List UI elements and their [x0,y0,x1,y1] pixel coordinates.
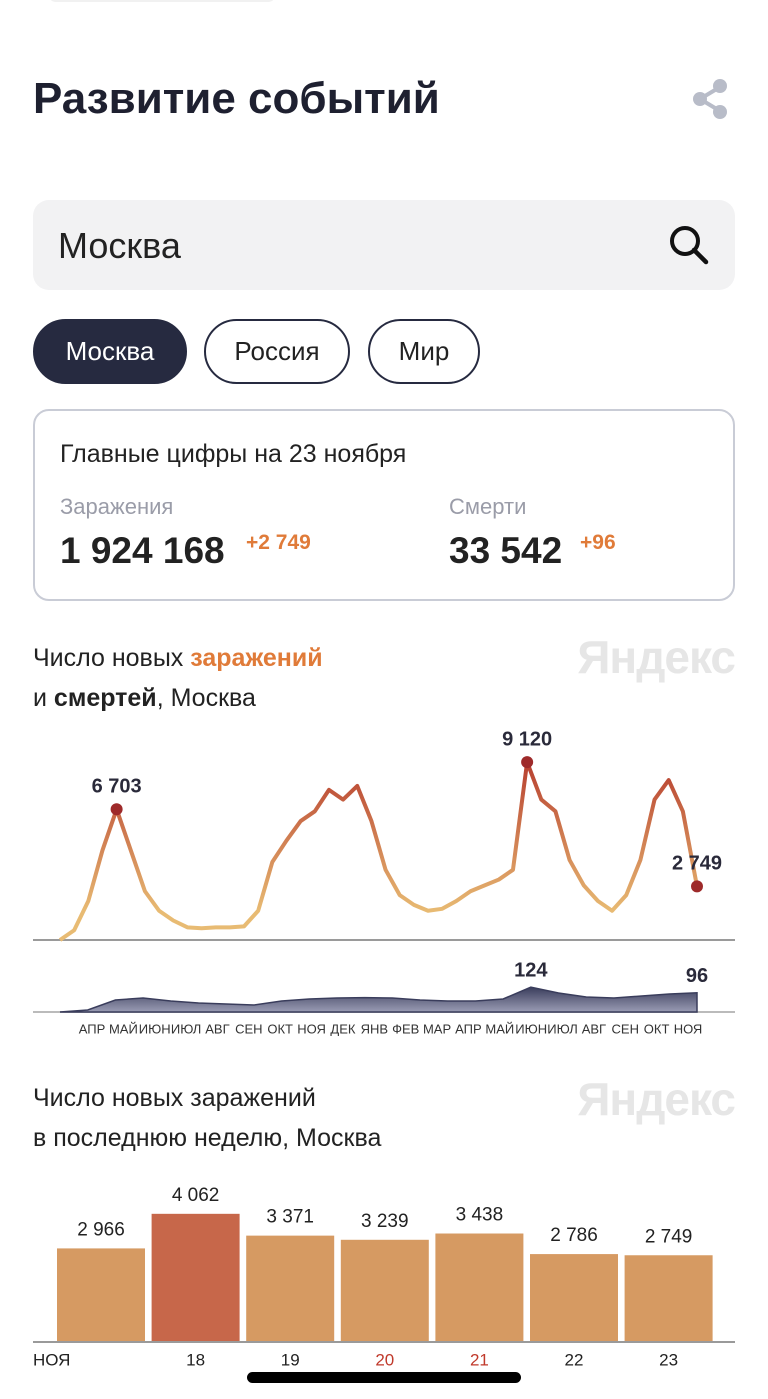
watermark: Яндекс [577,1073,736,1125]
search-icon[interactable] [668,224,710,266]
x-tick-label: НОЯ [33,1350,70,1369]
x-tick-label: ОКТ [644,1021,670,1036]
search-text: Москва [58,225,181,266]
deaths-area [59,986,698,1013]
tab[interactable]: Мир [368,319,480,384]
bar [530,1254,618,1342]
peak-marker [110,803,123,816]
title-part: и [33,684,54,712]
data-label: 3 438 [456,1205,504,1226]
x-tick-label: ОКТ [267,1021,293,1036]
bar [246,1235,335,1342]
title-part: , Москва [156,684,256,712]
data-label: 2 966 [77,1219,125,1240]
page-title: Развитие событий [33,74,440,123]
tab-active[interactable]: Москва [33,319,187,384]
title-part: Число новых заражений [33,1084,316,1112]
data-label: 9 120 [502,728,552,750]
data-label: 2 749 [672,853,722,875]
peak-marker [691,880,703,893]
x-tick-label: 23 [659,1350,678,1369]
bar [340,1239,429,1342]
data-label: 4 062 [172,1185,220,1206]
data-label: 3 239 [361,1211,409,1232]
x-tick-label: МАЙ [485,1021,514,1036]
title-part: Число новых [33,644,191,672]
data-label: 3 371 [266,1207,314,1228]
x-tick-label: ИЮЛ [171,1021,201,1036]
x-tick-label: ИЮЛ [547,1021,577,1036]
x-tick-label: 22 [565,1350,584,1369]
summary-card [33,409,735,601]
x-tick-label: АПР [79,1021,106,1036]
stat-delta: +96 [580,531,616,554]
stat-value: 1 924 168 [60,530,225,571]
stat-label: Смерти [449,494,527,519]
x-tick-label: ЯНВ [361,1021,388,1036]
x-tick-label: ИЮН [515,1021,547,1036]
watermark: Яндекс [577,631,736,683]
bar [57,1248,145,1342]
stat-label: Заражения [60,494,174,519]
chart-title: Число новых заражений и смертей, Москва [33,638,323,718]
stat-value: 33 542 [449,530,563,571]
home-indicator [247,1372,521,1383]
summary-title: Главные цифры на 23 ноября [60,440,407,468]
data-label: 2 786 [550,1225,598,1246]
x-tick-label: СЕН [612,1021,639,1036]
stat-delta: +2 749 [246,531,311,554]
data-label: 124 [514,959,548,981]
x-tick-label: НОЯ [297,1021,326,1036]
top-pill [48,0,276,2]
data-label: 96 [686,965,708,987]
cases-line [58,760,699,942]
x-tick-label: СЕН [235,1021,262,1036]
x-tick-label: 19 [281,1350,300,1369]
x-tick-label: ФЕВ [392,1021,419,1036]
chart-title: Число новых заражений в последнюю неделю,… [33,1078,381,1158]
x-tick-label: АВГ [582,1021,606,1036]
title-part: смертей [53,684,157,712]
x-tick-label: АВГ [205,1021,229,1036]
bar [624,1255,713,1342]
x-tick-label: ДЕК [330,1021,355,1036]
bar [435,1233,524,1342]
title-part: в последнюю неделю, Москва [33,1124,382,1152]
x-tick-label: НОЯ [674,1021,703,1036]
x-tick-label: ИЮН [139,1021,171,1036]
x-tick-label: 20 [375,1350,394,1369]
bar [151,1213,240,1342]
share-button[interactable] [690,78,730,120]
x-tick-label: 21 [470,1350,489,1369]
data-label: 6 703 [92,776,142,798]
x-tick-label: 18 [186,1350,205,1369]
x-tick-label: АПР [455,1021,482,1036]
title-part: заражений [190,644,323,672]
x-tick-label: МАР [423,1021,451,1036]
search-box[interactable] [33,200,735,290]
tab[interactable]: Россия [204,319,350,384]
data-label: 2 749 [645,1226,693,1247]
x-tick-label: МАЙ [109,1021,138,1036]
peak-marker [521,756,534,769]
